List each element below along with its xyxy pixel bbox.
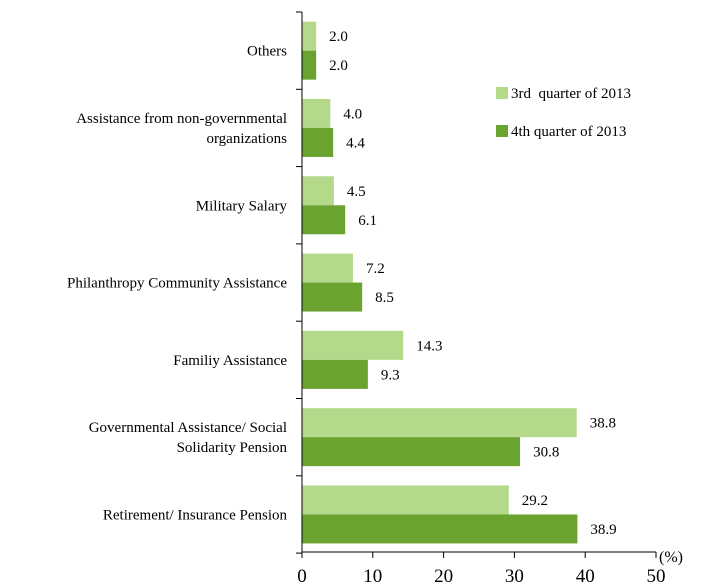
value-label: 14.3 [416,338,442,354]
x-tick-label: 20 [434,566,453,584]
value-label: 4.0 [343,106,362,122]
category-label: Retirement/ Insurance Pension [103,507,288,523]
legend-swatch-q4 [496,125,508,137]
bar-q3-2 [302,176,334,206]
legend-label-q4: 4th quarter of 2013 [511,124,626,140]
value-label: 4.5 [347,184,366,200]
value-label: 9.3 [381,367,400,383]
value-label: 2.0 [329,58,348,74]
value-label: 8.5 [375,290,394,306]
value-label: 6.1 [358,213,377,229]
bar-q3-3 [302,253,353,283]
bar-q3-0 [302,21,317,51]
category-label: Familiy Assistance [173,353,287,369]
x-tick-label: 10 [363,566,382,584]
value-label: 29.2 [522,493,548,509]
category-labels-group: Others Assistance from non-governmental or… [67,44,287,524]
bar-q4-3 [302,282,363,312]
category-label: Assistance from non-governmental [76,111,287,127]
value-label: 38.9 [590,522,616,538]
y-axis-ticks [296,11,302,554]
bar-q4-0 [302,50,317,80]
bar-q4-1 [302,127,334,157]
category-label: Others [247,44,287,60]
value-label: 4.4 [346,135,365,151]
category-label: organizations [206,131,287,147]
value-label: 2.0 [329,29,348,45]
bar-q3-6 [302,485,509,515]
x-tick-label: 40 [576,566,595,584]
bar-q3-5 [302,408,577,438]
bar-q3-1 [302,98,331,128]
legend-swatch-q3 [496,87,508,99]
x-tick-label: 50 [647,566,666,584]
legend-label-q3: 3rd quarter of 2013 [511,86,631,102]
x-axis-unit-label: (%) [659,549,683,566]
x-tick-label: 0 [297,566,307,584]
value-label: 38.8 [590,416,616,432]
category-label: Military Salary [196,198,288,214]
value-label: 30.8 [533,445,559,461]
legend: 3rd quarter of 2013 4th quarter of 2013 [496,86,631,140]
x-tick-label: 30 [505,566,524,584]
bar-q4-2 [302,205,346,235]
category-label: Governmental Assistance/ Social [89,420,287,436]
bar-q4-6 [302,514,578,544]
value-labels-group: 2.0 4.0 4.5 7.2 14.3 38.8 29.2 2.0 4.4 6.1 8.5 9.3 3… [329,29,617,538]
x-axis-ticks: 0 10 20 30 40 50 [297,552,666,584]
bars-group [302,21,578,544]
bar-q4-5 [302,437,521,467]
category-label: Solidarity Pension [177,440,288,456]
bar-q4-4 [302,359,368,389]
value-label: 7.2 [366,261,385,277]
bar-q3-4 [302,330,404,360]
category-label: Philanthropy Community Assistance [67,276,287,292]
